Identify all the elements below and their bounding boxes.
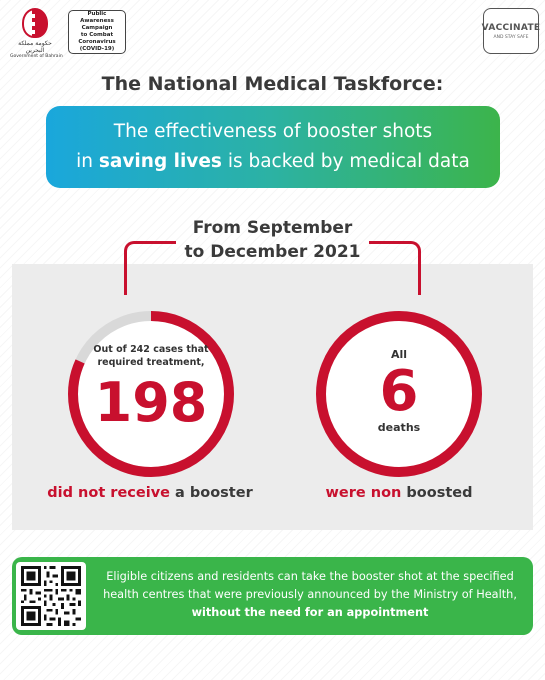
banner-suffix: is backed by medical data bbox=[221, 151, 470, 172]
bracket-right bbox=[369, 241, 421, 295]
cases-ring-progress bbox=[68, 311, 234, 477]
campaign-line: (COVID-19) bbox=[79, 46, 115, 52]
deaths-value: 6 bbox=[379, 359, 419, 424]
footer-banner bbox=[12, 557, 533, 635]
deaths-top-label: All bbox=[390, 348, 408, 361]
headline-banner: The effectiveness of booster shots in sa… bbox=[46, 106, 500, 188]
period-line-1: From September bbox=[192, 218, 353, 238]
qr-code-icon[interactable] bbox=[16, 562, 86, 630]
cases-value: 198 bbox=[94, 371, 208, 434]
deaths-ring bbox=[316, 311, 482, 477]
footer-text-normal: Eligible citizens and residents can take… bbox=[103, 570, 517, 601]
banner-prefix: in bbox=[76, 151, 99, 172]
campaign-badge: Public Awareness Campaign to Combat Coro… bbox=[68, 10, 126, 54]
deaths-bottom-label: deaths bbox=[377, 421, 421, 434]
banner-highlight: saving lives bbox=[98, 151, 222, 172]
cases-intro: Out of 242 cases that required treatment… bbox=[66, 343, 236, 369]
page-title: The National Medical Taskforce: bbox=[101, 73, 444, 95]
vaccinate-badge: VACCINATE AND STAY SAFE bbox=[481, 8, 541, 54]
gov-arabic-text: حكومة مملكة البحرين bbox=[18, 40, 52, 54]
cases-caption-red: did not receive bbox=[47, 485, 170, 501]
banner-line-1: The effectiveness of booster shots bbox=[113, 121, 433, 142]
deaths-ring-full bbox=[316, 311, 482, 477]
cases-caption: did not receive a booster bbox=[30, 485, 270, 501]
vaccinate-subtitle: AND STAY SAFE bbox=[493, 34, 529, 40]
cases-ring bbox=[68, 311, 234, 477]
qr-code-graphic bbox=[21, 566, 81, 626]
deaths-caption-end: boosted bbox=[401, 485, 473, 501]
bahrain-emblem-icon bbox=[22, 8, 48, 38]
government-logo: حكومة مملكة البحرين Government of Bahrai… bbox=[10, 8, 63, 59]
campaign-line: Campaign bbox=[81, 25, 113, 31]
bracket-left bbox=[124, 241, 176, 295]
period-line-2: to December 2021 bbox=[184, 242, 361, 262]
period-heading: From September to December 2021 bbox=[0, 216, 545, 264]
deaths-caption: were non boosted bbox=[286, 485, 512, 501]
banner-line-2: in saving lives is backed by medical dat… bbox=[46, 147, 500, 177]
gov-caption: Government of Bahrain bbox=[10, 54, 63, 59]
campaign-line: Public Awareness bbox=[80, 11, 114, 24]
cases-intro-line-1: Out of 242 cases that bbox=[93, 344, 209, 355]
footer-text-bold: without the need for an appointment bbox=[191, 606, 429, 619]
deaths-caption-start: were bbox=[325, 485, 371, 501]
deaths-caption-red: non bbox=[370, 485, 402, 501]
footer-message: Eligible citizens and residents can take… bbox=[92, 568, 528, 622]
campaign-line: Coronavirus bbox=[78, 39, 116, 45]
cases-intro-line-2: required treatment, bbox=[97, 357, 205, 368]
cases-caption-rest: a booster bbox=[169, 485, 253, 501]
campaign-line: to Combat bbox=[80, 32, 114, 38]
vaccinate-title: VACCINATE bbox=[481, 22, 541, 33]
